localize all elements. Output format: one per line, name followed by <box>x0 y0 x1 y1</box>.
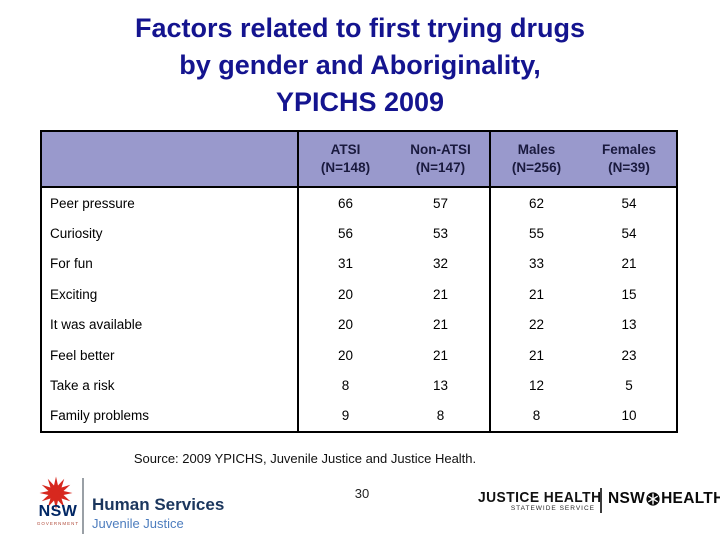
table-cell: 9 <box>297 400 392 431</box>
table-cell: 21 <box>621 256 637 272</box>
column-title: Females <box>601 142 657 158</box>
nsw-government-logo: NSW GOVERNMENT Human Services Juvenile J… <box>26 475 306 537</box>
table-cell: 23 <box>621 347 637 363</box>
table-cell: 32 <box>432 256 449 272</box>
table-cell: 13 <box>621 317 637 333</box>
column-subtitle: (N=39) <box>608 160 650 175</box>
row-label: Curiosity <box>50 226 103 242</box>
table-cell: 54 <box>621 195 637 211</box>
nsw-acronym: NSW <box>38 503 78 520</box>
row-label: Take a risk <box>50 377 115 393</box>
slide-title-line-2: by gender and Aboriginality, <box>179 49 541 80</box>
slide-title-line-1: Factors related to first trying drugs <box>134 13 586 43</box>
source-note: Source: 2009 YPICHS, Juvenile Justice an… <box>133 451 477 466</box>
justice-health-label: JUSTICE HEALTH <box>478 489 602 506</box>
human-services-label: Human Services <box>92 495 225 514</box>
table-cell: 54 <box>621 226 637 242</box>
nsw-health-logo: NSW HEALTH <box>608 490 720 508</box>
data-table: ATSI (N=148) Non-ATSI (N=147) Males (N=256) Fe… <box>40 130 678 433</box>
waratah-flower-icon <box>39 476 73 510</box>
table-cell: 21 <box>489 339 582 371</box>
table-cell: 31 <box>297 248 392 280</box>
table-cell: 21 <box>432 286 449 302</box>
table-cell: 55 <box>489 218 582 249</box>
row-label: Family problems <box>50 408 150 424</box>
statewide-service-label: STATEWIDE SERVICE <box>510 505 595 512</box>
column-subtitle: (N=148) <box>320 160 371 175</box>
table-corner-cell <box>42 132 297 188</box>
row-label: It was available <box>50 317 143 333</box>
row-label: For fun <box>50 256 93 272</box>
table-cell: 21 <box>432 317 449 333</box>
column-title: Males <box>517 142 556 158</box>
slide-title-line-3: YPICHS 2009 <box>275 86 445 117</box>
nsw-health-right: HEALTH <box>661 490 720 507</box>
nsw-government-label: GOVERNMENT <box>36 521 80 526</box>
table-cell: 66 <box>297 188 392 219</box>
row-label: Exciting <box>50 286 98 302</box>
table-cell: 12 <box>489 370 582 401</box>
table-cell: 33 <box>489 248 582 280</box>
table-cell: 20 <box>297 339 392 371</box>
table-cell: 22 <box>489 309 582 340</box>
logo-divider <box>600 488 602 513</box>
table-cell: 8 <box>297 370 392 401</box>
table-cell: 21 <box>432 347 449 363</box>
juvenile-justice-label: Juvenile Justice <box>92 516 184 531</box>
table-cell: 21 <box>489 279 582 310</box>
slide-title: Factors related to first trying drugs by… <box>0 10 720 121</box>
column-header: Females (N=39) <box>582 132 676 188</box>
nsw-health-emblem-icon <box>646 492 660 506</box>
row-label: Peer pressure <box>50 195 135 211</box>
table-cell: 15 <box>621 286 637 302</box>
table-cell: 53 <box>432 226 449 242</box>
page-number: 30 <box>354 486 370 501</box>
column-title: ATSI <box>330 142 361 158</box>
table-cell: 57 <box>432 195 449 211</box>
table-cell: 8 <box>489 400 582 431</box>
column-subtitle: (N=147) <box>415 160 466 175</box>
column-header: Males (N=256) <box>489 132 582 188</box>
justice-health-logo: JUSTICE HEALTH STATEWIDE SERVICE NSW HEA… <box>478 488 720 516</box>
logo-divider <box>82 478 84 534</box>
table-cell: 20 <box>297 279 392 310</box>
column-title: Non-ATSI <box>410 142 471 158</box>
table-cell: 13 <box>432 377 449 393</box>
column-subtitle: (N=256) <box>511 160 562 175</box>
table-cell: 5 <box>625 377 633 393</box>
table-cell: 8 <box>436 408 445 424</box>
column-header: Non-ATSI (N=147) <box>392 132 489 188</box>
table-cell: 62 <box>489 188 582 219</box>
table-cell: 56 <box>297 218 392 249</box>
row-label: Feel better <box>50 347 115 363</box>
table-cell: 10 <box>621 408 637 424</box>
column-header: ATSI (N=148) <box>297 132 392 188</box>
nsw-health-left: NSW <box>608 490 646 507</box>
table-cell: 20 <box>297 309 392 340</box>
